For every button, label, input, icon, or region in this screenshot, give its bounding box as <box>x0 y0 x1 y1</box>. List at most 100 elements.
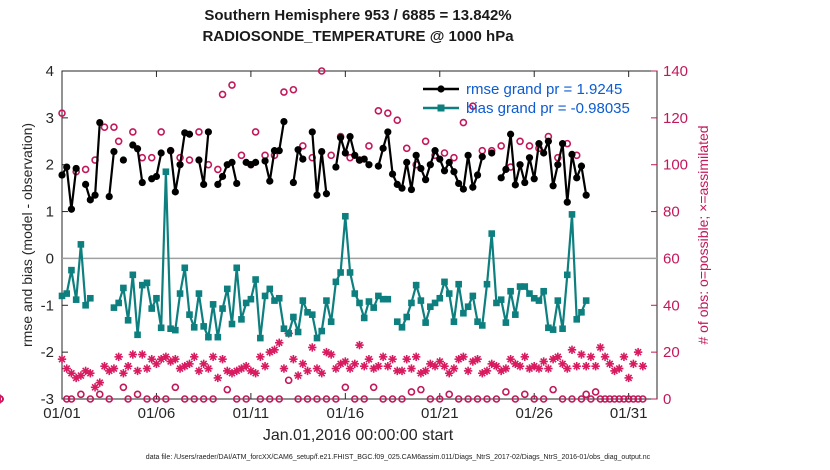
rmse-point <box>544 137 552 145</box>
rmse-point <box>431 147 439 155</box>
y-right-tick-label: 20 <box>663 344 680 361</box>
possible-point <box>218 90 227 99</box>
possible-point <box>67 395 76 403</box>
bias-point <box>545 324 552 332</box>
possible-point <box>317 67 326 75</box>
possible-point <box>365 142 373 150</box>
possible-point <box>110 123 118 132</box>
bias-point <box>242 299 250 307</box>
bias-point <box>304 309 311 316</box>
possible-point <box>393 116 402 124</box>
possible-point <box>629 395 638 403</box>
assimilated-point <box>82 367 90 375</box>
possible-point <box>195 128 203 136</box>
rmse-point <box>403 158 411 166</box>
assimilated-point <box>592 362 600 370</box>
bias-point <box>318 327 326 335</box>
possible-point <box>417 385 425 394</box>
bias-point <box>238 316 245 323</box>
possible-point <box>294 395 302 403</box>
assimilated-point <box>615 365 623 373</box>
possible-point <box>516 137 524 146</box>
assimilated-point <box>492 362 500 370</box>
possible-point <box>0 395 4 403</box>
bias-point <box>512 311 519 318</box>
bias-point <box>460 309 467 317</box>
bias-point <box>266 285 274 293</box>
assimilated-point <box>58 355 66 363</box>
assimilated-point <box>252 369 260 377</box>
bias-point <box>181 264 189 272</box>
possible-point <box>639 395 647 403</box>
bias-point <box>356 299 363 307</box>
bias-point <box>299 297 307 304</box>
bias-point <box>403 313 411 321</box>
series-possible <box>0 67 647 403</box>
bias-point <box>502 319 510 326</box>
bias-point <box>82 301 89 309</box>
possible-point <box>289 85 298 94</box>
assimilated-point <box>67 369 75 377</box>
rmse-point <box>521 178 529 187</box>
bias-point <box>290 313 297 321</box>
bias-point <box>257 334 264 342</box>
bias-point <box>233 264 241 272</box>
bias-point <box>578 309 585 316</box>
bias-point <box>77 241 85 248</box>
legend: rmse grand pr = 1.9245 bias grand pr = -… <box>423 81 630 117</box>
possible-point <box>77 390 85 399</box>
assimilated-point <box>596 343 604 351</box>
assimilated-point <box>270 346 279 354</box>
assimilated-point <box>540 357 548 366</box>
rmse-point <box>511 181 519 189</box>
bias-point <box>464 303 472 310</box>
bias-point <box>346 269 354 276</box>
bias-point <box>110 304 118 311</box>
bias-point <box>441 278 448 286</box>
y-right-tick-label: 80 <box>663 204 680 221</box>
bias-point <box>516 283 524 290</box>
assimilated-point <box>247 367 255 375</box>
bias-point <box>209 301 217 308</box>
rmse-point <box>450 168 458 176</box>
rmse-point <box>360 155 368 163</box>
rmse-point <box>67 205 76 213</box>
assimilated-point <box>289 355 297 363</box>
possible-point <box>445 390 454 399</box>
possible-point <box>199 395 208 403</box>
possible-point <box>190 395 199 403</box>
possible-point <box>525 142 534 150</box>
rmse-point <box>96 118 104 127</box>
bias-point <box>214 333 222 341</box>
rmse-point <box>110 147 118 156</box>
bias-point <box>370 304 377 311</box>
assimilated-point <box>275 339 283 347</box>
bias-point <box>115 299 122 307</box>
bias-point <box>124 316 132 324</box>
assimilated-point <box>304 367 312 375</box>
possible-point <box>180 395 189 403</box>
assimilated-point <box>398 367 406 375</box>
bias-point <box>228 320 236 328</box>
bias-point <box>176 290 184 297</box>
rmse-point <box>488 149 496 157</box>
assimilated-point <box>639 362 647 370</box>
possible-point <box>237 151 246 160</box>
bias-point <box>87 294 94 302</box>
assimilated-point <box>422 367 430 375</box>
rmse-point <box>436 155 444 163</box>
y-tick-label: 0 <box>46 250 54 267</box>
assimilated-point <box>384 362 392 370</box>
assimilated-point <box>299 360 307 368</box>
assimilated-point <box>143 365 151 373</box>
bias-point <box>526 290 533 297</box>
possible-point <box>157 128 165 136</box>
bias-point <box>68 266 75 274</box>
possible-point <box>582 390 590 399</box>
assimilated-point <box>327 350 335 359</box>
possible-point <box>421 137 430 146</box>
possible-point <box>143 395 151 403</box>
possible-point <box>549 385 557 394</box>
bias-point <box>351 290 359 297</box>
possible-point <box>114 137 123 146</box>
